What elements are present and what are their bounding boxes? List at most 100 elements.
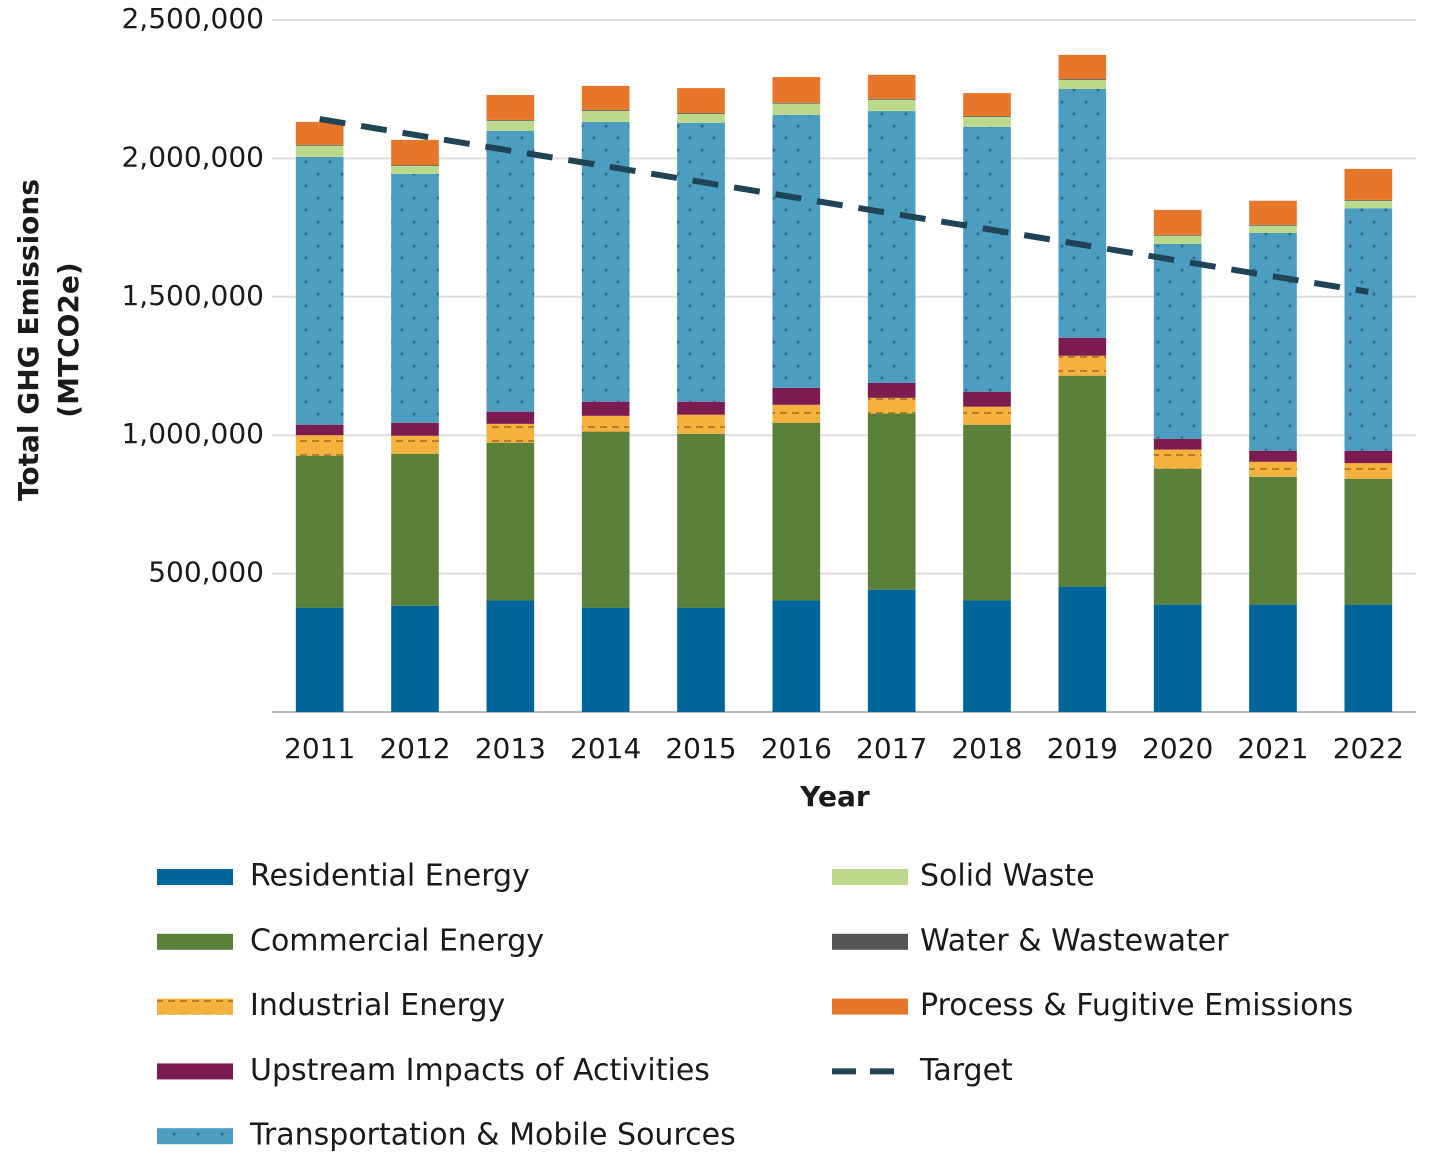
x-tick-label: 2019 <box>1047 732 1118 765</box>
bar-pattern <box>1344 463 1393 479</box>
bar-segment <box>1058 337 1107 356</box>
bar-pattern <box>1153 449 1202 469</box>
legend-swatch <box>832 869 908 885</box>
x-tick-label: 2017 <box>856 732 927 765</box>
bar-segment <box>581 431 630 608</box>
bar-segment <box>677 433 725 608</box>
x-tick-label: 2022 <box>1333 732 1404 765</box>
bar-segment <box>295 455 344 608</box>
bar-segment <box>963 116 1011 127</box>
legend-swatch <box>157 933 233 950</box>
bar-segment <box>677 607 725 712</box>
bar-segment <box>772 102 821 104</box>
bar-segment <box>581 607 630 712</box>
bar-segment <box>772 77 821 103</box>
bar-pattern <box>295 435 344 456</box>
bar-segment <box>772 387 821 405</box>
bar-segment <box>1153 468 1202 605</box>
bar-segment <box>867 98 916 100</box>
y-tick-label: 1,000,000 <box>121 417 264 450</box>
legend-label: Upstream Impacts of Activities <box>250 1053 710 1088</box>
bar-segment <box>1249 476 1297 605</box>
bar-segment <box>1344 168 1393 200</box>
bar-segment <box>486 600 535 712</box>
legend-swatch <box>832 933 908 950</box>
legend-label: Water & Wastewater <box>920 923 1229 958</box>
bar-segment <box>963 424 1011 601</box>
x-axis-title: Year <box>799 780 870 813</box>
legend-swatch-pattern <box>157 998 233 1015</box>
legend-label: Transportation & Mobile Sources <box>249 1118 736 1153</box>
bar-segment <box>1344 450 1393 464</box>
bar-segment <box>581 85 630 110</box>
bar-segment <box>486 120 535 131</box>
legend-swatch <box>832 998 908 1015</box>
x-tick-label: 2016 <box>761 732 832 765</box>
bar-segment <box>581 109 630 111</box>
legend-label: Industrial Energy <box>250 988 505 1023</box>
y-tick-label: 2,500,000 <box>121 2 264 35</box>
target-line <box>319 116 1369 295</box>
bar-segment <box>1249 450 1297 462</box>
bar-pattern <box>963 126 1011 392</box>
x-tick-label: 2011 <box>284 732 355 765</box>
legend-label: Solid Waste <box>920 859 1095 894</box>
bar-segment <box>295 145 344 158</box>
y-tick-label: 2,000,000 <box>121 140 264 173</box>
bar-pattern <box>677 122 725 402</box>
bar-segment <box>867 413 916 590</box>
bar-pattern <box>391 435 439 454</box>
bar-segment <box>486 411 535 424</box>
y-axis-title: Total GHG Emissions <box>12 179 45 501</box>
bar-segment <box>1153 234 1202 236</box>
bar-pattern <box>1058 88 1107 338</box>
bar-segment <box>1058 79 1107 89</box>
bar-segment <box>391 453 439 606</box>
bar-segment <box>581 401 630 416</box>
bar-segment <box>1344 199 1393 201</box>
bar-segment <box>486 442 535 601</box>
bar-segment <box>295 607 344 712</box>
bar-segment <box>1058 586 1107 712</box>
bar-segment <box>391 165 439 174</box>
bar-segment <box>963 600 1011 712</box>
bar-segment <box>1153 209 1202 235</box>
bar-segment <box>867 382 916 398</box>
bar-segment <box>581 110 630 122</box>
bar-pattern <box>391 173 439 423</box>
x-tick-label: 2020 <box>1142 732 1213 765</box>
bar-segment <box>1058 375 1107 587</box>
bar-pattern <box>772 114 821 388</box>
bar-segment <box>677 113 725 114</box>
legend-label: Target <box>919 1053 1013 1088</box>
legend-swatch <box>157 869 233 885</box>
legend-label: Commercial Energy <box>250 923 544 958</box>
bar-segment <box>677 113 725 123</box>
bar-pattern <box>581 415 630 432</box>
bar-segment <box>295 121 344 145</box>
x-tick-label: 2015 <box>665 732 736 765</box>
bar-segment <box>1344 200 1393 209</box>
bar-pattern <box>772 404 821 423</box>
bar-segment <box>772 103 821 115</box>
bar-segment <box>1058 78 1107 80</box>
bar-pattern <box>1344 208 1393 451</box>
bar-segment <box>295 144 344 146</box>
bar-segment <box>772 600 821 712</box>
bar-segment <box>1058 54 1107 79</box>
bar-segment <box>1344 604 1393 712</box>
bar-pattern <box>486 423 535 443</box>
x-tick-label: 2021 <box>1237 732 1308 765</box>
bar-segment <box>963 391 1011 407</box>
y-axis-title: (MTCO2e) <box>52 262 85 417</box>
bar-pattern <box>867 397 916 414</box>
bar-pattern <box>677 414 725 434</box>
bar-segment <box>486 119 535 121</box>
bar-segment <box>772 422 821 601</box>
x-tick-label: 2018 <box>951 732 1022 765</box>
x-tick-label: 2013 <box>475 732 546 765</box>
bar-segment <box>1249 225 1297 233</box>
bar-segment <box>1153 604 1202 712</box>
bar-segment <box>1153 438 1202 450</box>
bar-segment <box>1153 235 1202 244</box>
